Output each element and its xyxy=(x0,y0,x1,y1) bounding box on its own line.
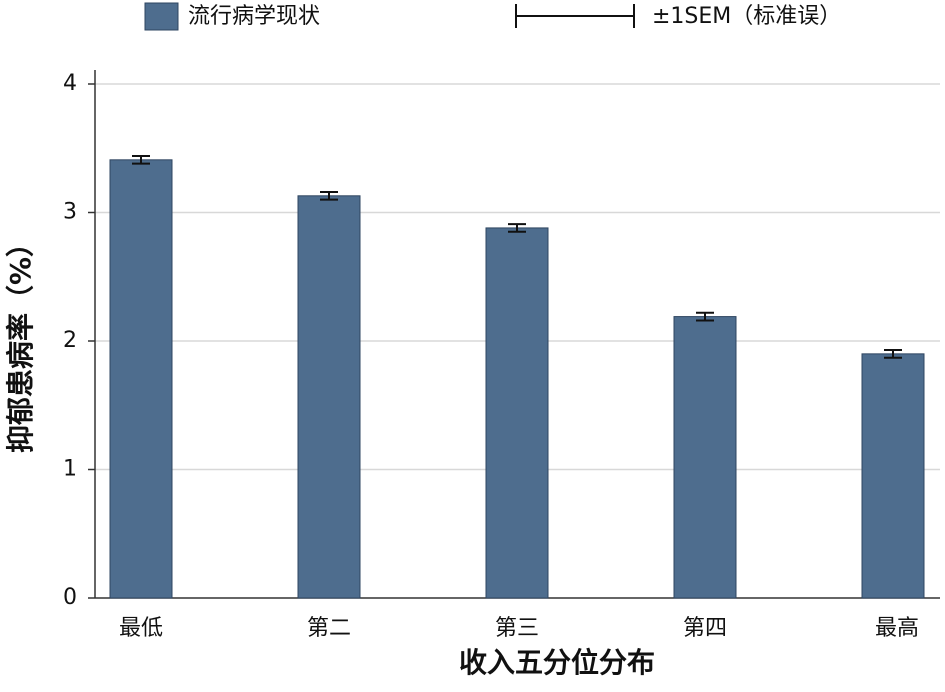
error-bar xyxy=(132,154,150,165)
x-tick-label: 第四 xyxy=(683,616,727,641)
y-tick-label: 2 xyxy=(63,328,77,353)
legend-error-label: ±1SEM（标准误） xyxy=(652,4,841,29)
x-tick-label: 最低 xyxy=(119,616,163,641)
y-tick-label: 1 xyxy=(63,457,77,482)
bar xyxy=(297,195,361,599)
y-tick-label: 3 xyxy=(63,200,77,225)
bar xyxy=(673,316,737,599)
error-bar xyxy=(696,311,714,322)
error-bar xyxy=(508,223,526,233)
y-tick-label: 4 xyxy=(63,71,77,96)
legend-label: 流行病学现状 xyxy=(188,4,320,29)
error-bar xyxy=(320,190,338,201)
legend-error-symbol xyxy=(515,4,635,28)
x-axis-label: 收入五分位分布 xyxy=(459,646,655,679)
bar xyxy=(861,353,925,599)
error-bar xyxy=(884,348,902,359)
x-tick-label: 第二 xyxy=(307,616,351,641)
y-tick-label: 0 xyxy=(63,585,77,610)
x-tick-label: 第三 xyxy=(495,616,539,641)
x-tick-label: 最高 xyxy=(875,616,919,641)
bar xyxy=(485,227,549,599)
y-axis-label: 抑郁患病率（%） xyxy=(4,229,37,453)
legend-swatch xyxy=(144,2,179,31)
bar xyxy=(109,159,173,599)
